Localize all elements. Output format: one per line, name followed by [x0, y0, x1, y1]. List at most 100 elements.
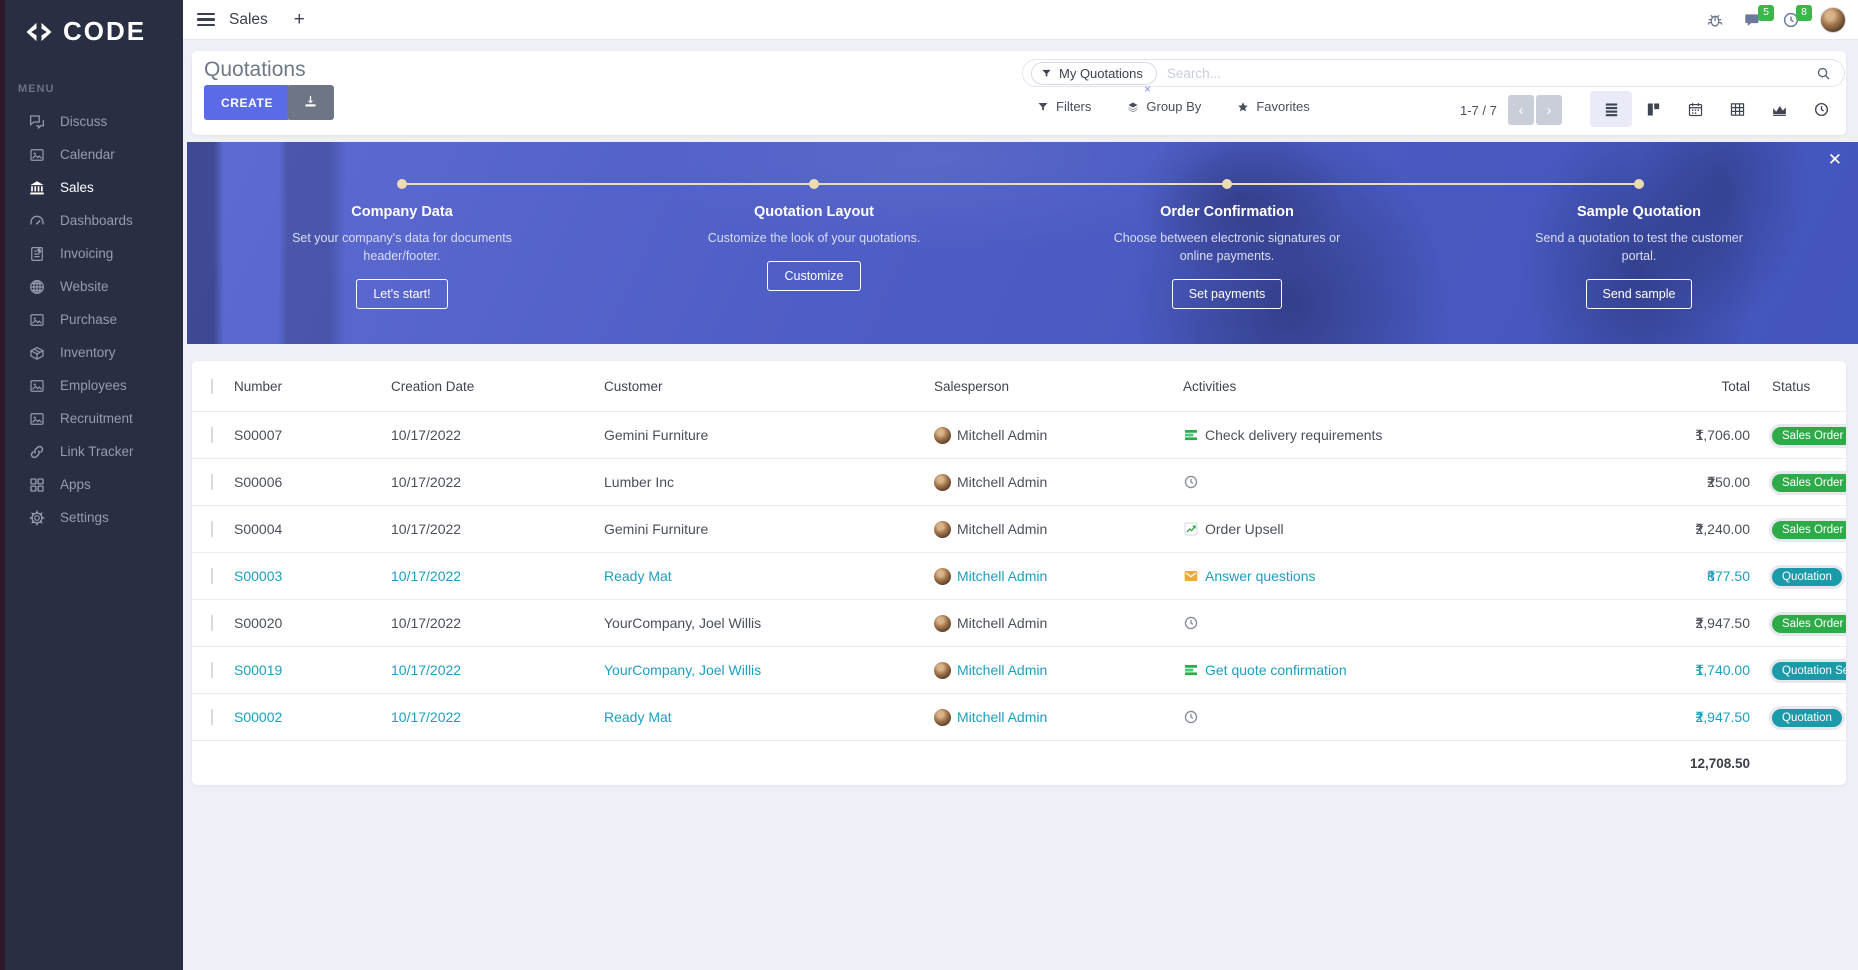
activity-view-icon[interactable]: [1800, 91, 1842, 127]
cell-customer[interactable]: YourCompany, Joel Willis: [604, 615, 762, 631]
cell-creation-date[interactable]: 10/17/2022: [391, 568, 462, 584]
cell-number[interactable]: S00020: [234, 615, 283, 631]
cell-creation-date[interactable]: 10/17/2022: [391, 427, 462, 443]
cell-activity[interactable]: [1183, 709, 1598, 725]
pager-next-button[interactable]: ›: [1536, 95, 1562, 125]
cell-salesperson[interactable]: Mitchell Admin: [934, 567, 1183, 585]
cell-customer[interactable]: Ready Mat: [604, 709, 672, 725]
cell-activity[interactable]: Answer questions: [1183, 568, 1598, 584]
banner-close-icon[interactable]: ✕: [1827, 150, 1842, 169]
list-view-icon[interactable]: [1590, 91, 1632, 127]
pivot-view-icon[interactable]: [1716, 91, 1758, 127]
row-checkbox[interactable]: [211, 427, 213, 443]
search-bar[interactable]: My Quotations Search...: [1022, 59, 1845, 87]
export-button[interactable]: [287, 85, 334, 120]
new-tab-plus-icon[interactable]: +: [293, 9, 305, 30]
cell-number[interactable]: S00003: [234, 568, 283, 584]
app-logo[interactable]: CODE: [0, 0, 183, 47]
hamburger-menu-icon[interactable]: [197, 10, 215, 29]
row-checkbox[interactable]: [211, 709, 213, 725]
active-app-title[interactable]: Sales: [229, 10, 268, 28]
cell-customer[interactable]: Gemini Furniture: [604, 521, 709, 537]
cell-number[interactable]: S00019: [234, 662, 283, 678]
table-row-s00020[interactable]: S00020 10/17/2022 YourCompany, Joel Willis…: [192, 599, 1846, 646]
row-checkbox[interactable]: [211, 615, 213, 631]
step-button[interactable]: Send sample: [1585, 279, 1693, 310]
calendar-view-icon[interactable]: [1674, 91, 1716, 127]
clock-activity-icon[interactable]: [1183, 709, 1199, 725]
sidebar-item-sales[interactable]: Sales: [0, 171, 183, 204]
sidebar-item-apps[interactable]: Apps: [0, 468, 183, 501]
chart-activity-icon[interactable]: [1183, 521, 1199, 537]
column-header-activities[interactable]: Activities: [1183, 378, 1237, 394]
cell-customer[interactable]: Ready Mat: [604, 568, 672, 584]
sidebar-item-dashboards[interactable]: Dashboards: [0, 204, 183, 237]
select-all-checkbox[interactable]: [211, 378, 213, 394]
list-activity-icon[interactable]: [1183, 662, 1199, 678]
facet-remove-icon[interactable]: ×: [1144, 82, 1152, 96]
graph-view-icon[interactable]: [1758, 91, 1800, 127]
cell-salesperson[interactable]: Mitchell Admin: [934, 473, 1183, 491]
pager-prev-button[interactable]: ‹: [1508, 95, 1534, 125]
row-checkbox[interactable]: [211, 474, 213, 490]
cell-activity[interactable]: Get quote confirmation: [1183, 662, 1598, 678]
row-checkbox[interactable]: [211, 521, 213, 537]
column-header-date[interactable]: Creation Date: [391, 378, 475, 394]
search-facet-my-quotations[interactable]: My Quotations: [1031, 61, 1157, 85]
sidebar-item-purchase[interactable]: Purchase: [0, 303, 183, 336]
sidebar-item-discuss[interactable]: Discuss: [0, 105, 183, 138]
messages-icon[interactable]: 5: [1744, 5, 1774, 29]
step-button[interactable]: Set payments: [1171, 279, 1283, 310]
user-avatar[interactable]: [1820, 7, 1846, 33]
column-header-total[interactable]: Total: [1721, 378, 1750, 394]
sidebar-item-employees[interactable]: Employees: [0, 369, 183, 402]
cell-salesperson[interactable]: Mitchell Admin: [934, 520, 1183, 538]
list-activity-icon[interactable]: [1183, 427, 1199, 443]
column-header-salesperson[interactable]: Salesperson: [934, 378, 1010, 394]
cell-creation-date[interactable]: 10/17/2022: [391, 709, 462, 725]
sidebar-item-recruitment[interactable]: Recruitment: [0, 402, 183, 435]
cell-activity[interactable]: Order Upsell: [1183, 521, 1598, 537]
column-header-customer[interactable]: Customer: [604, 378, 663, 394]
cell-creation-date[interactable]: 10/17/2022: [391, 521, 462, 537]
sidebar-item-inventory[interactable]: Inventory: [0, 336, 183, 369]
sidebar-item-settings[interactable]: Settings: [0, 501, 183, 534]
cell-customer[interactable]: YourCompany, Joel Willis: [604, 662, 762, 678]
cell-number[interactable]: S00002: [234, 709, 283, 725]
cell-activity[interactable]: [1183, 615, 1598, 631]
favorites-button[interactable]: Favorites: [1237, 99, 1310, 114]
cell-number[interactable]: S00004: [234, 521, 283, 537]
clock-activity-icon[interactable]: [1183, 474, 1199, 490]
search-icon[interactable]: [1816, 66, 1831, 81]
sidebar-item-invoicing[interactable]: Invoicing: [0, 237, 183, 270]
cell-creation-date[interactable]: 10/17/2022: [391, 662, 462, 678]
row-checkbox[interactable]: [211, 662, 213, 678]
group-by-button[interactable]: Group By: [1127, 99, 1201, 114]
filters-button[interactable]: Filters: [1037, 99, 1091, 114]
cell-activity[interactable]: Check delivery requirements: [1183, 427, 1598, 443]
cell-creation-date[interactable]: 10/17/2022: [391, 474, 462, 490]
sidebar-item-website[interactable]: Website: [0, 270, 183, 303]
step-button[interactable]: Let's start!: [356, 279, 448, 310]
table-row-s00002[interactable]: S00002 10/17/2022 Ready Mat Mitchell Admin ₹…: [192, 693, 1846, 740]
cell-customer[interactable]: Gemini Furniture: [604, 427, 709, 443]
table-row-s00006[interactable]: S00006 10/17/2022 Lumber Inc Mitchell Admin…: [192, 458, 1846, 505]
cell-number[interactable]: S00006: [234, 474, 283, 490]
cell-creation-date[interactable]: 10/17/2022: [391, 615, 462, 631]
activities-clock-icon[interactable]: 8: [1782, 5, 1812, 29]
kanban-view-icon[interactable]: [1632, 91, 1674, 127]
cell-number[interactable]: S00007: [234, 427, 283, 443]
row-checkbox[interactable]: [211, 568, 213, 584]
create-button[interactable]: CREATE: [204, 85, 291, 120]
sidebar-item-calendar[interactable]: Calendar: [0, 138, 183, 171]
table-row-s00007[interactable]: S00007 10/17/2022 Gemini Furniture Mitchell…: [192, 411, 1846, 458]
sidebar-item-link-tracker[interactable]: Link Tracker: [0, 435, 183, 468]
step-button[interactable]: Customize: [767, 261, 861, 292]
cell-salesperson[interactable]: Mitchell Admin: [934, 614, 1183, 632]
cell-salesperson[interactable]: Mitchell Admin: [934, 661, 1183, 679]
cell-salesperson[interactable]: Mitchell Admin: [934, 708, 1183, 726]
debug-bug-icon[interactable]: [1706, 11, 1724, 29]
cell-customer[interactable]: Lumber Inc: [604, 474, 675, 490]
column-header-number[interactable]: Number: [234, 378, 283, 394]
table-row-s00019[interactable]: S00019 10/17/2022 YourCompany, Joel Willis…: [192, 646, 1846, 693]
